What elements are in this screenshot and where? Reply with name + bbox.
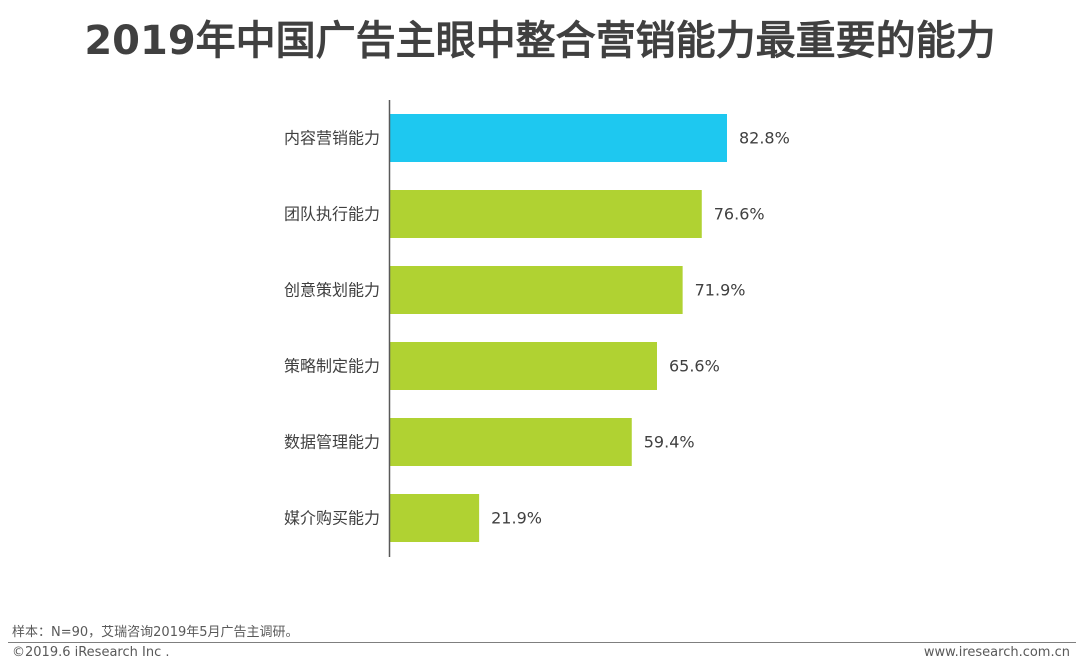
bar-0 <box>390 114 727 162</box>
category-label-4: 数据管理能力 <box>284 433 380 452</box>
bar-2 <box>390 266 683 314</box>
value-label-4: 59.4% <box>644 433 695 452</box>
value-label-1: 76.6% <box>714 205 765 224</box>
value-label-5: 21.9% <box>491 509 542 528</box>
category-label-5: 媒介购买能力 <box>284 509 380 528</box>
category-label-1: 团队执行能力 <box>284 205 380 224</box>
sample-note: 样本：N=90，艾瑞咨询2019年5月广告主调研。 <box>12 625 299 640</box>
value-label-3: 65.6% <box>669 357 720 376</box>
value-label-2: 71.9% <box>695 281 746 300</box>
value-label-0: 82.8% <box>739 129 790 148</box>
category-label-2: 创意策划能力 <box>284 281 380 300</box>
bar-4 <box>390 418 632 466</box>
copyright-text: ©2019.6 iResearch Inc . <box>12 645 170 660</box>
bars-layer: 内容营销能力 82.8% 团队执行能力 76.6% 创意策划能力 71.9% 策略制定能力 6… <box>284 114 790 542</box>
chart-title: 2019年中国广告主眼中整合营销能力最重要的能力 <box>84 18 996 64</box>
bar-3 <box>390 342 657 390</box>
footer-divider <box>8 642 1076 643</box>
bar-5 <box>390 494 480 542</box>
category-label-3: 策略制定能力 <box>284 357 380 376</box>
website-link[interactable]: www.iresearch.com.cn <box>923 645 1070 660</box>
bar-1 <box>390 190 702 238</box>
category-label-0: 内容营销能力 <box>284 129 380 148</box>
